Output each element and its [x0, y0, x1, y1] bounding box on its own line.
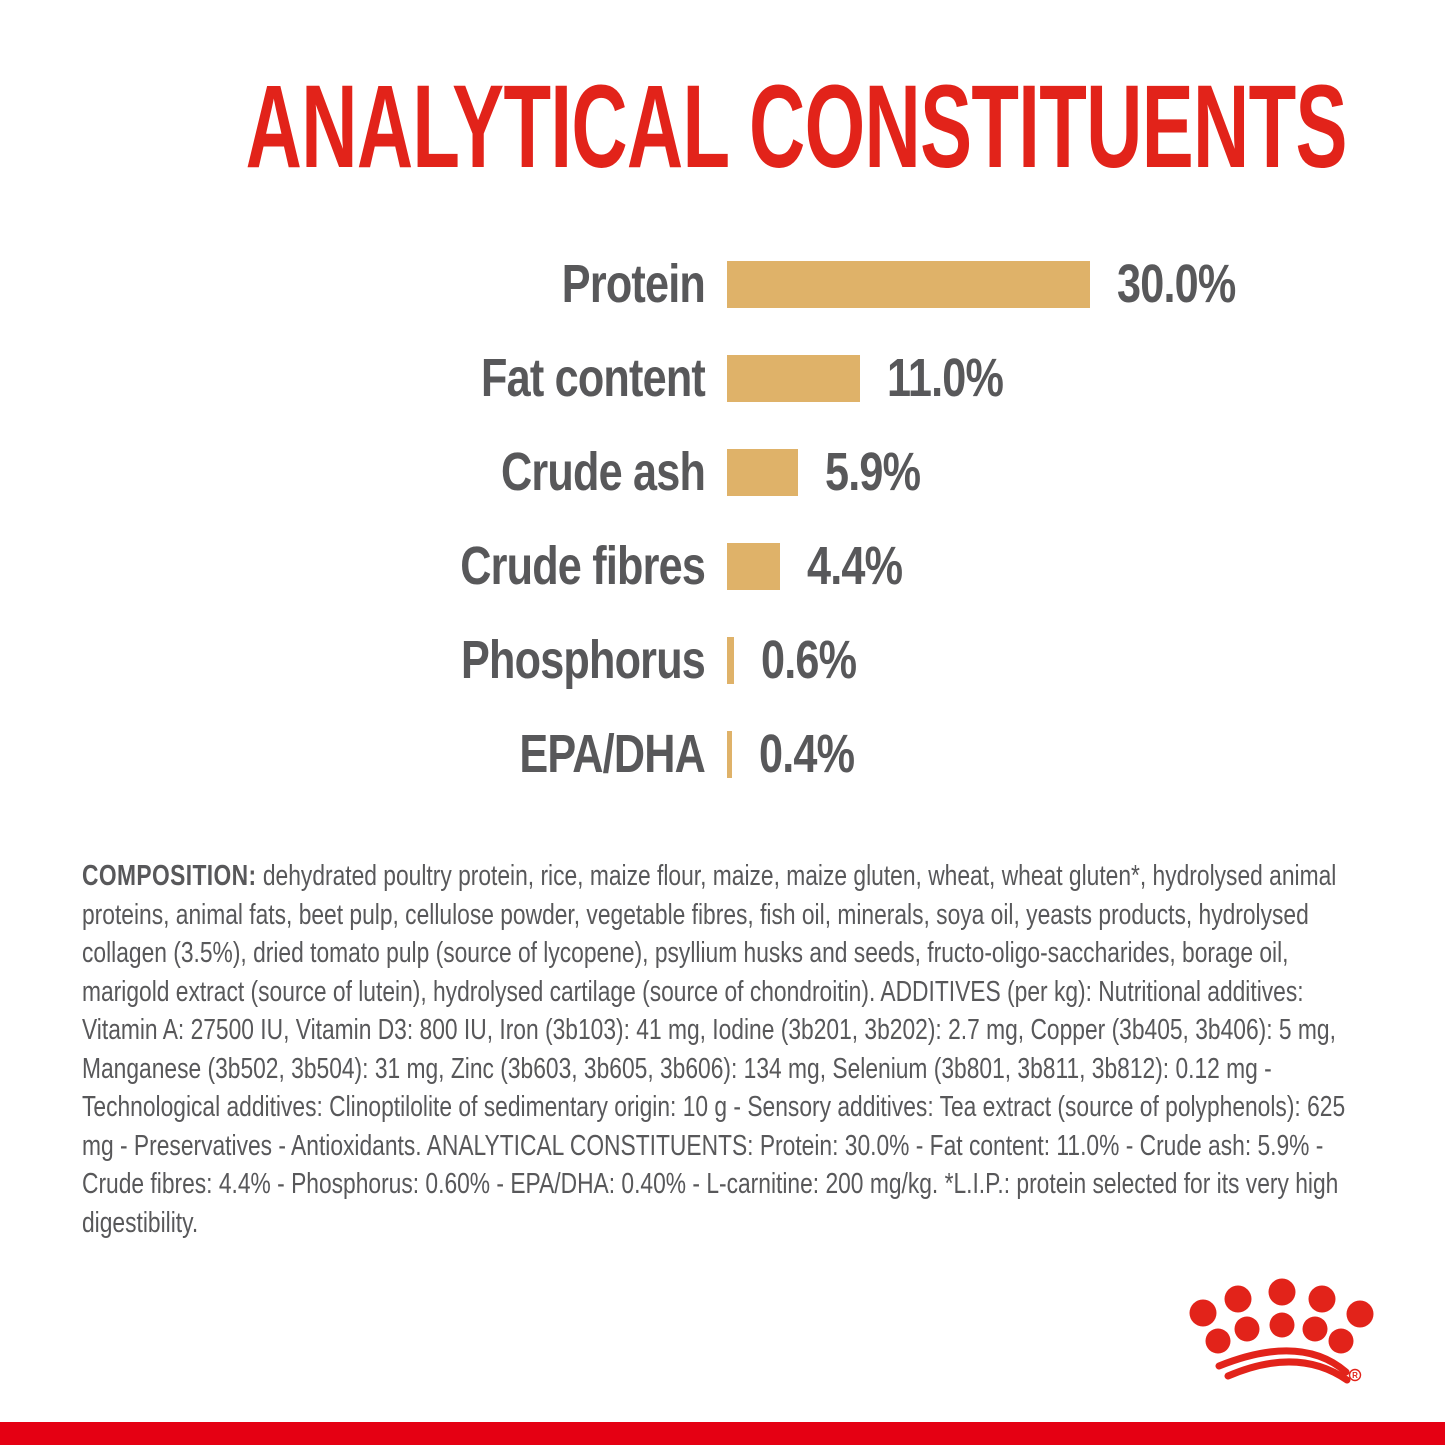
- svg-text:R: R: [1352, 1371, 1358, 1380]
- analytical-constituents-chart: Protein 30.0% Fat content 11.0% Crude as…: [0, 237, 1445, 801]
- bar-label: Fat content: [481, 348, 706, 408]
- bar-label: Crude ash: [500, 442, 706, 502]
- bar-label: Protein: [561, 254, 706, 314]
- bar: [727, 636, 735, 684]
- bar: [727, 730, 732, 778]
- royal-canin-crown-logo: R: [1189, 1278, 1374, 1384]
- bar-label: Crude fibres: [460, 536, 706, 596]
- composition-body: dehydrated poultry protein, rice, maize …: [82, 860, 1346, 1239]
- bar: [727, 354, 861, 402]
- bar-value: 30.0%: [1117, 254, 1236, 314]
- bar-value: 11.0%: [887, 348, 1004, 408]
- bar-value: 0.6%: [761, 630, 857, 690]
- bar-value: 4.4%: [807, 536, 903, 596]
- bar: [727, 448, 799, 496]
- crown-arc-upper: [1215, 1347, 1350, 1376]
- bar-row: Crude fibres 4.4%: [0, 519, 1445, 613]
- bar-label: EPA/DHA: [519, 724, 705, 784]
- bar-value: 5.9%: [825, 442, 921, 502]
- bar-row: EPA/DHA 0.4%: [0, 707, 1445, 801]
- page-title: ANALYTICAL CONSTITUENTS: [245, 61, 1348, 193]
- composition-heading: COMPOSITION:: [82, 860, 257, 892]
- bar-value: 0.4%: [758, 724, 855, 784]
- registered-mark-icon: [1348, 1368, 1362, 1382]
- bar-row: Fat content 11.0%: [0, 331, 1445, 425]
- bar-row: Protein 30.0%: [0, 237, 1445, 331]
- bar-label: Phosphorus: [460, 630, 706, 690]
- bar: [727, 260, 1090, 308]
- bar: [727, 542, 781, 590]
- bar-row: Crude ash 5.9%: [0, 425, 1445, 519]
- footer-red-bar: [0, 1422, 1445, 1445]
- bar-row: Phosphorus 0.6%: [0, 613, 1445, 707]
- crown-arc-lower: [1224, 1358, 1351, 1384]
- composition-text: COMPOSITION: dehydrated poultry protein,…: [82, 857, 1367, 1242]
